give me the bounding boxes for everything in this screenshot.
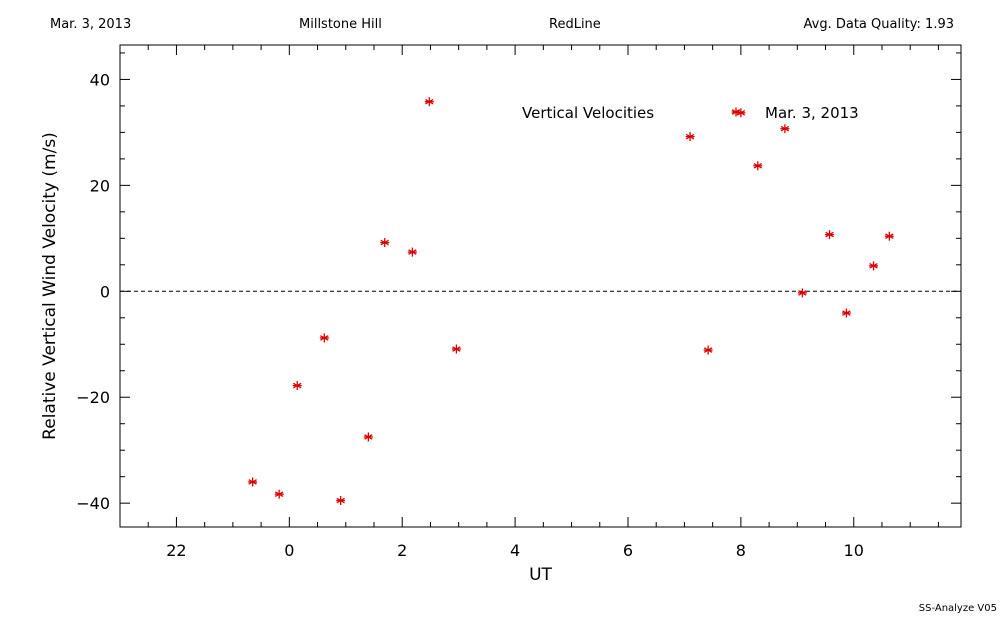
y-axis-label: Relative Vertical Wind Velocity (m/s) xyxy=(40,132,60,440)
data-point xyxy=(319,333,329,343)
legend-marker-glyph xyxy=(731,107,741,117)
data-point xyxy=(248,477,258,487)
software-version: SS-Analyze V05 xyxy=(918,603,997,614)
header-site: Millstone Hill xyxy=(299,17,382,32)
header-filter: RedLine xyxy=(549,17,601,32)
data-point xyxy=(685,132,695,142)
data-point xyxy=(274,489,284,499)
legend-series-label: Mar. 3, 2013 xyxy=(765,104,859,122)
y-tick-label: −20 xyxy=(76,388,110,407)
x-tick-label: 4 xyxy=(510,541,520,560)
plot-border xyxy=(119,44,962,528)
data-point xyxy=(869,261,879,271)
data-point xyxy=(703,345,713,355)
data-point xyxy=(841,308,851,318)
x-tick-label: 6 xyxy=(623,541,633,560)
data-point xyxy=(780,124,790,134)
y-tick-label: −40 xyxy=(76,494,110,513)
data-point xyxy=(292,381,302,391)
legend-marker xyxy=(731,107,741,117)
data-point xyxy=(336,496,346,506)
data-points xyxy=(248,97,894,506)
data-point xyxy=(824,230,834,240)
x-tick-label: 8 xyxy=(736,541,746,560)
axis-ticks: 22 0 2 4 6 8 10 −40 −20 0 20 40 xyxy=(76,45,961,560)
legend: Vertical Velocities Mar. 3, 2013 xyxy=(522,104,859,122)
data-point xyxy=(753,161,763,171)
header-date: Mar. 3, 2013 xyxy=(50,17,132,32)
data-point xyxy=(797,288,807,298)
data-point xyxy=(380,238,390,248)
x-tick-label: 2 xyxy=(397,541,407,560)
data-point xyxy=(451,344,461,354)
legend-label: Vertical Velocities xyxy=(522,104,654,122)
y-tick-label: 40 xyxy=(90,70,110,89)
x-axis-label: UT xyxy=(529,565,552,585)
data-point xyxy=(363,432,373,442)
header-data-quality: Avg. Data Quality: 1.93 xyxy=(803,17,954,32)
y-tick-label: 0 xyxy=(100,282,110,301)
data-point xyxy=(407,247,417,257)
data-point xyxy=(884,231,894,241)
x-tick-label: 0 xyxy=(284,541,294,560)
x-tick-label: 10 xyxy=(844,541,864,560)
plot-frame xyxy=(119,44,962,528)
x-tick-label: 22 xyxy=(166,541,186,560)
data-point xyxy=(424,97,434,107)
y-tick-label: 20 xyxy=(90,176,110,195)
